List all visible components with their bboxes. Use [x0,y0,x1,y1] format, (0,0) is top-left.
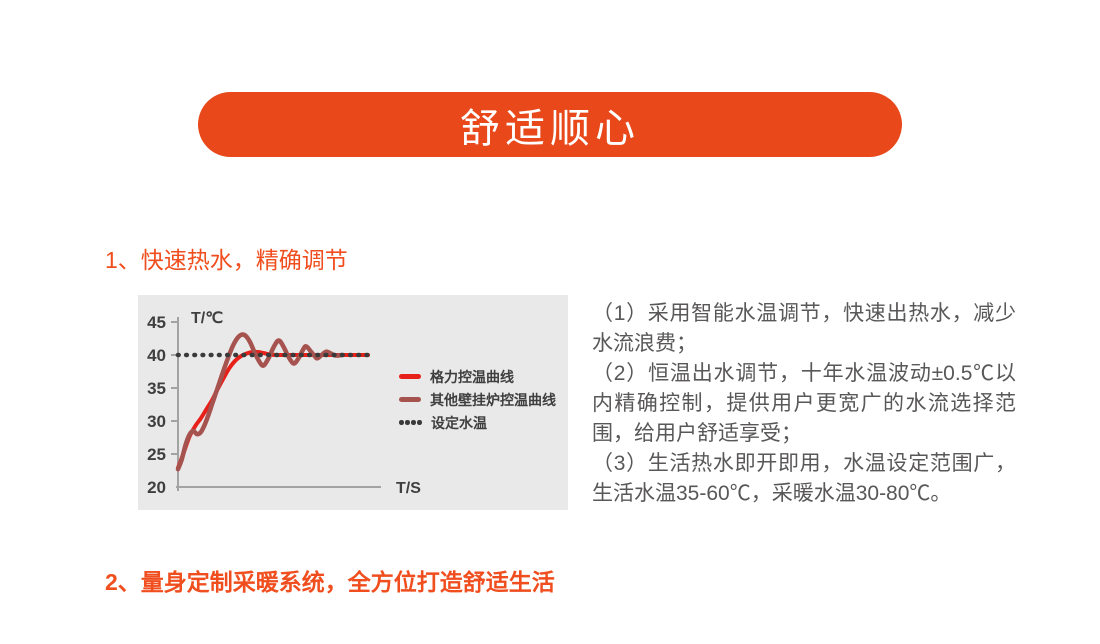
legend-item: 格力控温曲线 [399,365,556,388]
legend-label: 设定水温 [431,414,487,431]
description-text: （1）采用智能水温调节，快速出热水，减少水流浪费； （2）恒温出水调节，十年水温… [592,299,1016,509]
legend-line-swatch [399,374,421,379]
series-curve-2 [175,332,344,472]
y-tick-label: 20 [147,478,166,497]
description-item-3: （3）生活热水即开即用，水温设定范围广，生活水温35-60℃，采暖水温30-80… [592,452,1016,505]
chart-plot-area: 45 40 35 30 25 20 T/℃ T/S [147,310,421,497]
title-banner: 舒适顺心 [198,92,902,157]
legend-dotted-swatch [399,420,422,425]
y-tick-label: 35 [147,379,166,398]
legend-line-swatch [399,397,421,402]
y-tick-label: 40 [147,346,166,365]
description-item-1: （1）采用智能水温调节，快速出热水，减少水流浪费； [592,302,1016,355]
y-tick-label: 30 [147,412,166,431]
description-item-2: （2）恒温出水调节，十年水温波动±0.5℃以内精确控制，提供用户更宽广的水流选择… [592,362,1016,445]
section-2-heading: 2、量身定制采暖系统，全方位打造舒适生活 [105,569,555,595]
banner-title: 舒适顺心 [460,106,640,151]
legend-item: 其他壁挂炉控温曲线 [399,388,556,411]
legend-label: 其他壁挂炉控温曲线 [430,391,556,408]
legend-item: 设定水温 [399,411,556,434]
chart-legend: 格力控温曲线其他壁挂炉控温曲线 设定水温 [399,365,556,434]
y-axis-title: T/℃ [191,310,223,327]
x-axis-title: T/S [396,480,421,497]
series-curve-1 [176,349,370,470]
y-tick-label: 45 [147,313,166,332]
legend-label: 格力控温曲线 [430,368,514,385]
y-tick-label: 25 [147,445,166,464]
section-1-heading: 1、快速热水，精确调节 [105,247,348,273]
temperature-curve-chart: 45 40 35 30 25 20 T/℃ T/S 格力控温曲线其他壁挂炉控温曲线 设定水温 [138,295,568,510]
